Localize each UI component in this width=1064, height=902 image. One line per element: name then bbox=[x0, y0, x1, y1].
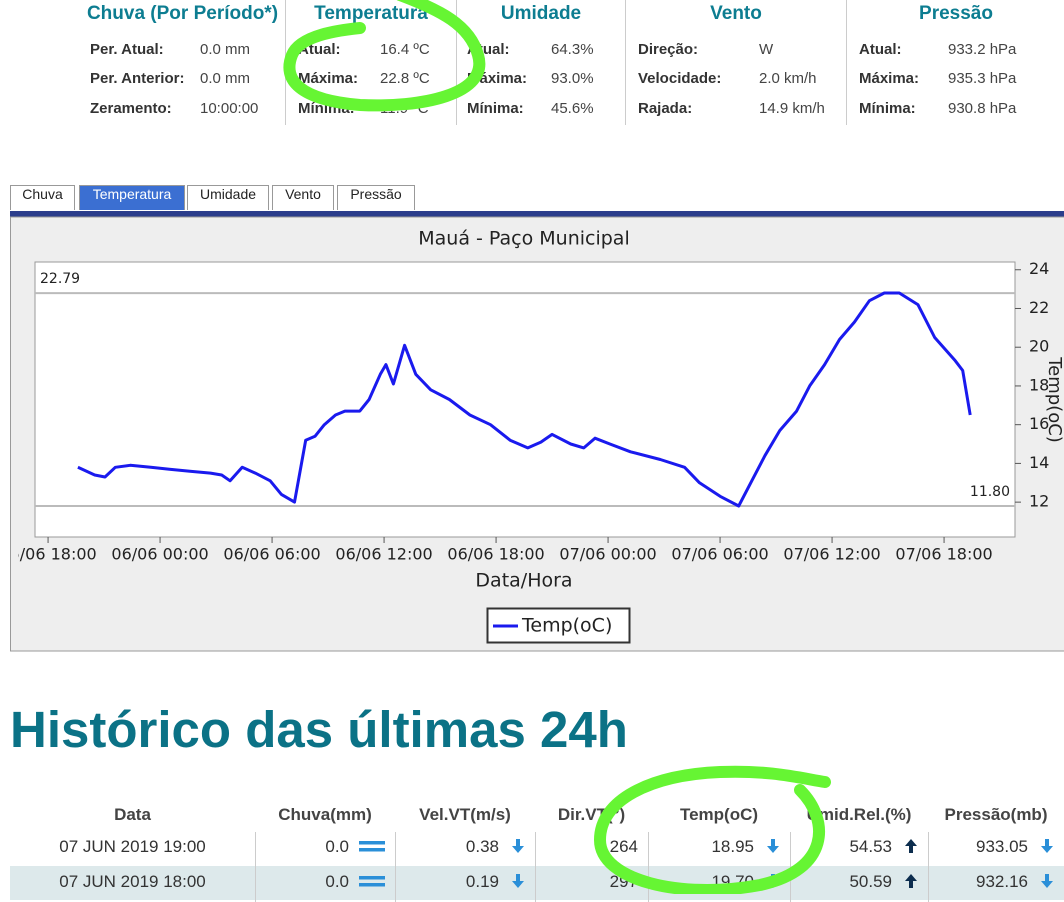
column-header-text: Temp(oC) bbox=[680, 805, 758, 824]
table-cell-text: 264 bbox=[610, 837, 638, 856]
table-cell: 0.19 bbox=[466, 872, 525, 892]
trend-icon bbox=[766, 838, 780, 854]
table-cell-text: 50.59 bbox=[849, 872, 892, 891]
chart-title: Mauá - Paço Municipal bbox=[418, 228, 629, 250]
table-cell: 0.0 bbox=[325, 872, 385, 892]
trend-icon bbox=[904, 838, 918, 854]
y-tick-label: 12 bbox=[1029, 492, 1049, 511]
column-header: Pressão(mb) bbox=[928, 805, 1064, 825]
x-tick-label: 07/06 12:00 bbox=[783, 545, 880, 564]
table-cell: 932.16 bbox=[976, 872, 1054, 892]
table-cell-text: 0.38 bbox=[466, 837, 499, 856]
column-header: Chuva(mm) bbox=[255, 805, 395, 825]
column-header-text: Pressão(mb) bbox=[945, 805, 1048, 824]
table-cell-text: 932.16 bbox=[976, 872, 1028, 891]
column-header-text: Chuva(mm) bbox=[278, 805, 372, 824]
reference-label: 11.80 bbox=[970, 484, 1010, 500]
table-cell-text: 07 JUN 2019 19:00 bbox=[59, 837, 206, 856]
trend-icon bbox=[511, 838, 525, 854]
column-header: Data bbox=[10, 805, 255, 825]
table-cell: 0.38 bbox=[466, 837, 525, 857]
section-title: Histórico das últimas 24h bbox=[10, 700, 628, 759]
y-tick-label: 18 bbox=[1029, 375, 1049, 394]
table-cell: 0.0 bbox=[325, 837, 385, 857]
y-tick-label: 14 bbox=[1029, 453, 1049, 472]
trend-icon bbox=[904, 873, 918, 889]
column-header: Vel.VT(m/s) bbox=[395, 805, 535, 825]
table-cell: 933.05 bbox=[976, 837, 1054, 857]
column-header-text: Vel.VT(m/s) bbox=[419, 805, 511, 824]
trend-icon bbox=[359, 839, 385, 853]
table-cell: 297 bbox=[610, 872, 638, 892]
table-cell-text: 19.70 bbox=[711, 872, 754, 891]
table-cell-text: 297 bbox=[610, 872, 638, 891]
table-cell: 18.95 bbox=[711, 837, 780, 857]
table-cell: 54.53 bbox=[849, 837, 918, 857]
table-cell: 07 JUN 2019 18:00 bbox=[10, 872, 255, 892]
x-tick-label: 06/06 18:00 bbox=[447, 545, 544, 564]
column-header-text: Data bbox=[114, 805, 151, 824]
trend-icon bbox=[359, 874, 385, 888]
x-tick-label: 06/06 06:00 bbox=[223, 545, 320, 564]
x-tick-label: 06/06 00:00 bbox=[111, 545, 208, 564]
table-cell-text: 0.0 bbox=[325, 837, 349, 856]
table-cell-text: 07 JUN 2019 18:00 bbox=[59, 872, 206, 891]
table-cell-text: 18.95 bbox=[711, 837, 754, 856]
x-tick-label: 06/06 12:00 bbox=[335, 545, 432, 564]
trend-icon bbox=[766, 873, 780, 889]
table-cell-text: 0.19 bbox=[466, 872, 499, 891]
table-cell-text: 54.53 bbox=[849, 837, 892, 856]
tab-bar bbox=[10, 211, 1064, 217]
trend-icon bbox=[1040, 838, 1054, 854]
y-tick-label: 24 bbox=[1029, 259, 1049, 278]
column-header: Temp(oC) bbox=[648, 805, 790, 825]
x-tick-label: 07/06 06:00 bbox=[671, 545, 768, 564]
table-cell: 07 JUN 2019 19:00 bbox=[10, 837, 255, 857]
legend-label: Temp(oC) bbox=[521, 615, 612, 637]
column-header-text: Umid.Rel.(%) bbox=[807, 805, 912, 824]
y-tick-label: 20 bbox=[1029, 337, 1049, 356]
table-cell: 50.59 bbox=[849, 872, 918, 892]
table-cell-text: 0.0 bbox=[325, 872, 349, 891]
x-tick-label: 07/06 00:00 bbox=[559, 545, 656, 564]
x-tick-label: 07/06 18:00 bbox=[895, 545, 992, 564]
column-header: Dir.VT(°) bbox=[535, 805, 648, 825]
table-cell: 19.70 bbox=[711, 872, 780, 892]
table-cell: 264 bbox=[610, 837, 638, 857]
x-axis-label: Data/Hora bbox=[475, 570, 572, 592]
trend-icon bbox=[511, 873, 525, 889]
column-header: Umid.Rel.(%) bbox=[790, 805, 928, 825]
table-cell-text: 933.05 bbox=[976, 837, 1028, 856]
y-tick-label: 16 bbox=[1029, 414, 1049, 433]
y-tick-label: 22 bbox=[1029, 298, 1049, 317]
chart: Mauá - Paço Municipal Data/Hora Temp(oC)… bbox=[0, 0, 1064, 660]
column-header-text: Dir.VT(°) bbox=[558, 805, 625, 824]
trend-icon bbox=[1040, 873, 1054, 889]
reference-label: 22.79 bbox=[40, 271, 80, 287]
